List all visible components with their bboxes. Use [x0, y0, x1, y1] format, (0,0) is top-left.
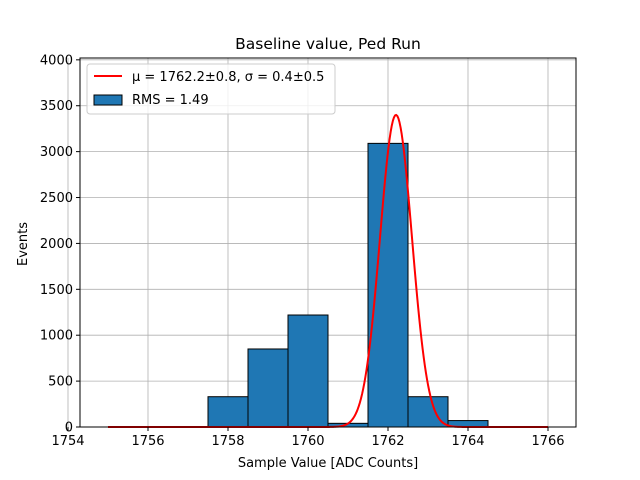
plot-area: 1754 1756 1758 1760 1762 1764 1766 0 500 1000 1500…	[40, 53, 577, 449]
legend-histogram-label: RMS = 1.49	[132, 93, 209, 108]
x-tick-label: 1764	[451, 434, 484, 449]
chart-title: Baseline value, Ped Run	[235, 35, 421, 53]
x-tick-label: 1766	[531, 434, 564, 449]
y-tick-label: 0	[65, 421, 73, 436]
x-tick-label: 1754	[51, 434, 84, 449]
x-tick-label: 1760	[291, 434, 324, 449]
y-tick-label: 3500	[40, 99, 73, 114]
y-tick-label: 3000	[40, 145, 73, 160]
x-tick-label: 1758	[211, 434, 244, 449]
legend-fit-label: μ = 1762.2±0.8, σ = 0.4±0.5	[132, 70, 324, 85]
x-tick-label: 1762	[371, 434, 404, 449]
x-tick-label: 1756	[131, 434, 164, 449]
histogram-bar	[367, 142, 409, 428]
axes-frame	[79, 57, 577, 428]
histogram-bar	[247, 348, 289, 428]
legend-histogram-swatch	[93, 94, 123, 106]
y-tick-label: 2500	[40, 191, 73, 206]
y-axis-label: Events	[16, 222, 31, 266]
x-axis-label: Sample Value [ADC Counts]	[238, 456, 418, 471]
histogram-bar	[207, 396, 249, 428]
legend-box	[86, 63, 336, 115]
y-tick-label: 4000	[40, 53, 73, 68]
histogram-bar	[287, 314, 329, 428]
y-tick-label: 1500	[40, 283, 73, 298]
y-tick-label: 500	[48, 375, 73, 390]
legend: μ = 1762.2±0.8, σ = 0.4±0.5 RMS = 1.49	[86, 63, 336, 115]
y-tick-label: 1000	[40, 329, 73, 344]
y-tick-label: 2000	[40, 237, 73, 252]
